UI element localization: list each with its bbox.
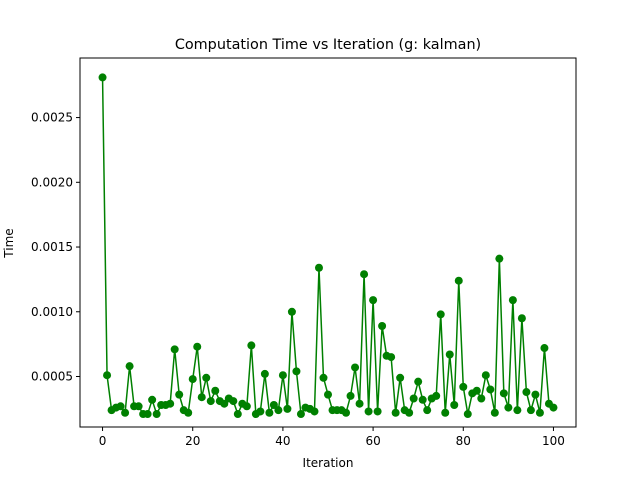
- data-point: [256, 407, 265, 416]
- data-point: [432, 391, 441, 400]
- data-point: [152, 410, 161, 419]
- data-point: [535, 408, 544, 417]
- data-point: [418, 395, 427, 404]
- data-point: [346, 391, 355, 400]
- x-tick-label: 0: [99, 434, 107, 448]
- data-point: [517, 314, 526, 323]
- data-point: [369, 296, 378, 305]
- data-point: [499, 389, 508, 398]
- data-point: [504, 403, 513, 412]
- data-point: [197, 393, 206, 402]
- data-point: [166, 399, 175, 408]
- y-tick-label: 0.0010: [31, 305, 73, 319]
- data-point: [405, 408, 414, 417]
- data-point: [274, 406, 283, 415]
- data-point: [283, 404, 292, 413]
- data-point: [481, 371, 490, 380]
- data-point: [378, 322, 387, 331]
- data-point: [125, 362, 134, 371]
- data-point: [441, 408, 450, 417]
- data-point: [278, 371, 287, 380]
- data-point: [242, 402, 251, 411]
- x-axis-label: Iteration: [303, 456, 354, 470]
- y-tick-label: 0.0020: [31, 175, 73, 189]
- data-point: [508, 296, 517, 305]
- y-tick-label: 0.0025: [31, 111, 73, 125]
- data-point: [531, 390, 540, 399]
- data-point: [143, 410, 152, 419]
- data-point: [342, 408, 351, 417]
- y-tick-label: 0.0005: [31, 370, 73, 384]
- data-point: [513, 406, 522, 415]
- data-point: [319, 373, 328, 382]
- data-point: [184, 408, 193, 417]
- data-point: [387, 353, 396, 362]
- axis-ticks: 0 20 40 60 80 100 0.0005 0.0010 0.0015 0.0020 0.00…: [31, 111, 565, 448]
- data-point: [188, 375, 197, 384]
- data-point: [314, 263, 323, 272]
- data-point: [260, 369, 269, 378]
- data-point: [414, 377, 423, 386]
- plot-area: [98, 73, 558, 419]
- data-point: [522, 388, 531, 397]
- x-tick-label: 20: [185, 434, 200, 448]
- data-point: [373, 407, 382, 416]
- data-point: [170, 345, 179, 354]
- data-point: [310, 407, 319, 416]
- data-point: [206, 397, 215, 406]
- data-point: [450, 400, 459, 409]
- data-point: [454, 276, 463, 285]
- data-point: [463, 410, 472, 419]
- data-point: [287, 307, 296, 316]
- data-point: [98, 73, 107, 82]
- data-point: [324, 390, 332, 399]
- data-point: [134, 402, 143, 411]
- data-point: [526, 406, 535, 415]
- x-tick-label: 60: [365, 434, 380, 448]
- data-point: [436, 310, 445, 319]
- chart-title: Computation Time vs Iteration (g: kalman…: [175, 37, 481, 53]
- data-point: [233, 410, 242, 419]
- y-tick-label: 0.0015: [31, 240, 73, 254]
- x-tick-label: 100: [542, 434, 565, 448]
- data-point: [495, 254, 504, 263]
- data-point: [459, 382, 468, 391]
- data-point: [296, 410, 305, 419]
- data-point: [540, 344, 549, 353]
- data-point: [202, 373, 211, 382]
- data-point: [247, 341, 256, 350]
- data-point: [116, 402, 125, 411]
- data-point: [103, 371, 112, 380]
- data-point: [364, 407, 373, 416]
- data-point: [229, 397, 238, 406]
- axes-frame: [79, 57, 577, 428]
- data-point: [292, 367, 301, 376]
- data-point: [148, 395, 157, 404]
- data-point: [121, 408, 130, 417]
- data-point: [175, 390, 184, 399]
- data-point: [360, 270, 369, 279]
- data-point: [391, 408, 400, 417]
- data-point: [269, 400, 278, 409]
- data-point: [211, 386, 220, 395]
- x-tick-label: 80: [456, 434, 471, 448]
- data-point: [396, 373, 405, 382]
- data-point: [477, 394, 486, 403]
- data-point: [193, 342, 202, 351]
- data-point: [445, 350, 454, 359]
- x-tick-label: 40: [275, 434, 290, 448]
- data-point: [409, 394, 418, 403]
- data-point: [423, 406, 432, 415]
- data-point: [549, 403, 558, 412]
- data-point: [486, 385, 495, 394]
- data-point: [472, 386, 481, 395]
- data-point: [265, 408, 274, 417]
- y-axis-label: Time: [2, 228, 16, 258]
- data-point: [220, 399, 229, 408]
- data-point: [490, 408, 499, 417]
- data-point: [355, 399, 364, 408]
- data-point: [351, 363, 360, 372]
